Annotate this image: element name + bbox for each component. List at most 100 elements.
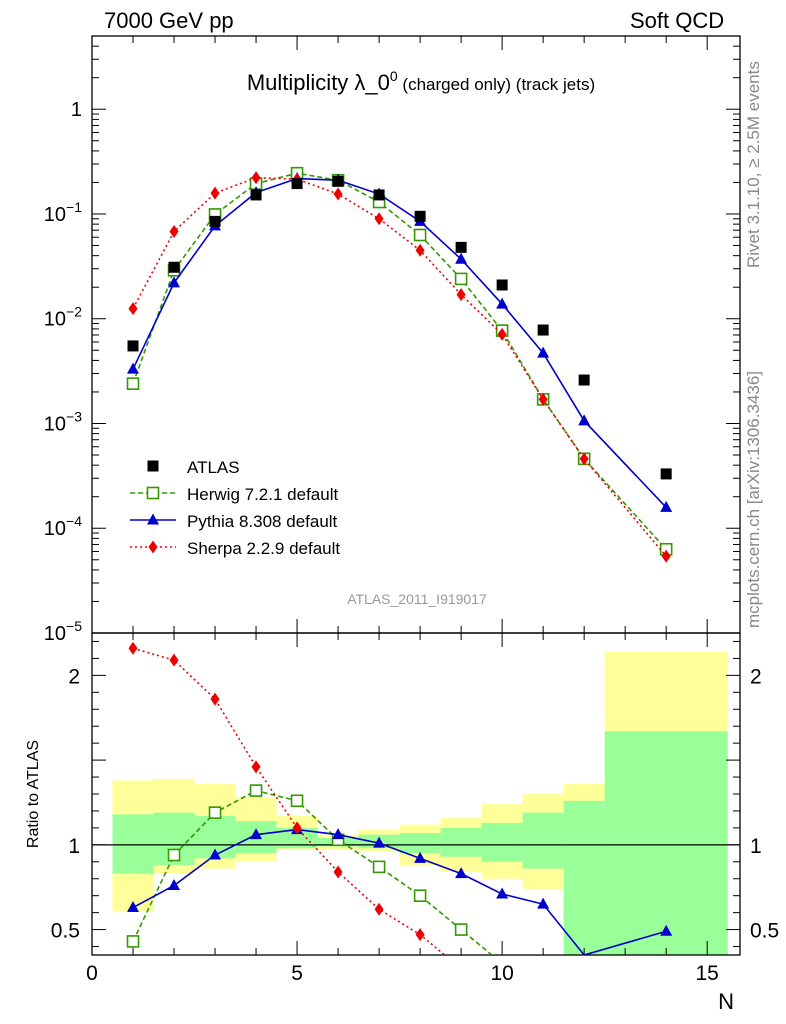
ratio-point (290, 794, 304, 808)
series-point (454, 272, 468, 286)
ratio-point (414, 851, 427, 863)
ratio-point (292, 821, 302, 835)
data-point (455, 241, 467, 253)
ratio-axis-label: Ratio to ATLAS (25, 740, 42, 848)
legend-marker (148, 540, 158, 554)
ratio-point (660, 924, 673, 936)
x-tick-label: 0 (86, 962, 98, 985)
y-ratio-tick-label: 1 (68, 835, 80, 858)
series-point (333, 187, 343, 201)
y-ratio-tick-label: 0.5 (51, 920, 80, 943)
series-point (128, 302, 138, 316)
y-tick-label: 10−5 (44, 618, 82, 645)
data-point (537, 324, 549, 336)
y-tick-label: 10−1 (44, 199, 82, 226)
series-point (579, 452, 589, 466)
legend: ATLAS Herwig 7.2.1 default Pythia 8.308 de… (130, 458, 340, 558)
ratio-point (249, 784, 263, 797)
series-point (251, 171, 261, 185)
series-point (374, 212, 384, 226)
ratio-line (132, 647, 446, 955)
series-point (537, 346, 550, 358)
series-point (455, 252, 468, 264)
series-point (169, 225, 179, 239)
ratio-point (454, 923, 468, 936)
x-tick-label: 10 (490, 962, 513, 985)
y-ratio-tick-label: 2 (68, 665, 80, 688)
header-right: Soft QCD (630, 8, 725, 33)
series-point (210, 186, 220, 200)
band-green (481, 822, 523, 862)
ratio-point (126, 935, 140, 948)
y-ratio-tick-label-right: 1 (750, 835, 762, 858)
data-point (168, 261, 180, 273)
ratio-point (168, 879, 181, 891)
ratio-point (167, 848, 181, 862)
ratio-point (455, 867, 468, 879)
band-green (440, 827, 482, 857)
legend-marker (146, 486, 160, 500)
data-point (496, 279, 508, 291)
data-point (578, 374, 590, 386)
legend-label: Sherpa 2.2.9 default (187, 539, 340, 558)
x-tick-label: 15 (696, 962, 719, 985)
ratio-line (132, 789, 494, 955)
ratio-point (415, 928, 425, 942)
ratio-point (210, 692, 220, 706)
band-green (563, 800, 605, 955)
data-point (127, 340, 139, 352)
data-point (373, 189, 385, 201)
series-point (415, 243, 425, 257)
data-point (291, 178, 303, 190)
legend-label: ATLAS (187, 458, 240, 477)
data-point (250, 189, 262, 201)
series-point (497, 327, 507, 341)
band-green (276, 827, 318, 849)
series-point (413, 228, 427, 242)
ratio-point (373, 836, 386, 848)
header-left: 7000 GeV pp (104, 8, 234, 33)
ratio-point (333, 865, 343, 879)
series-point (168, 276, 181, 288)
ratio-point (374, 902, 384, 916)
ratio-point (127, 901, 140, 913)
data-point (660, 468, 672, 480)
main-plot-area (126, 166, 673, 563)
ratio-point (496, 887, 509, 899)
series-point (127, 362, 140, 374)
side-label-source: mcplots.cern.ch [arXiv:1306.3436] (744, 370, 763, 628)
series-point (538, 392, 548, 406)
y-tick-label: 10−3 (44, 408, 82, 435)
ratio-point (208, 806, 222, 819)
uncertainty-bands (112, 651, 728, 955)
analysis-watermark: ATLAS_2011_I919017 (347, 591, 487, 607)
series-point (126, 377, 140, 390)
series-point (660, 500, 673, 512)
y-ratio-tick-label-right: 0.5 (750, 920, 779, 943)
ratio-point (537, 897, 550, 909)
x-axis-label: N (718, 989, 734, 1014)
ratio-point (251, 760, 261, 774)
series-point (456, 288, 466, 302)
y-tick-label: 10−2 (44, 304, 82, 331)
legend-label: Herwig 7.2.1 default (187, 485, 338, 504)
ratio-point (169, 653, 179, 667)
series-point (578, 414, 591, 426)
ratio-point (332, 828, 345, 840)
band-green (399, 832, 441, 854)
series-point (496, 297, 509, 309)
data-point (332, 175, 344, 187)
ratio-point (209, 848, 222, 860)
data-point (209, 215, 221, 227)
series-point (661, 549, 671, 563)
data-point (414, 210, 426, 222)
ratio-plot-area (126, 641, 673, 955)
y-tick-label: 1 (71, 99, 82, 121)
legend-marker (147, 513, 159, 525)
band-green (604, 731, 728, 955)
band-green (112, 814, 154, 874)
ratio-point (372, 860, 386, 874)
y-ratio-tick-label-right: 2 (750, 665, 762, 688)
ratio-point (250, 828, 263, 840)
